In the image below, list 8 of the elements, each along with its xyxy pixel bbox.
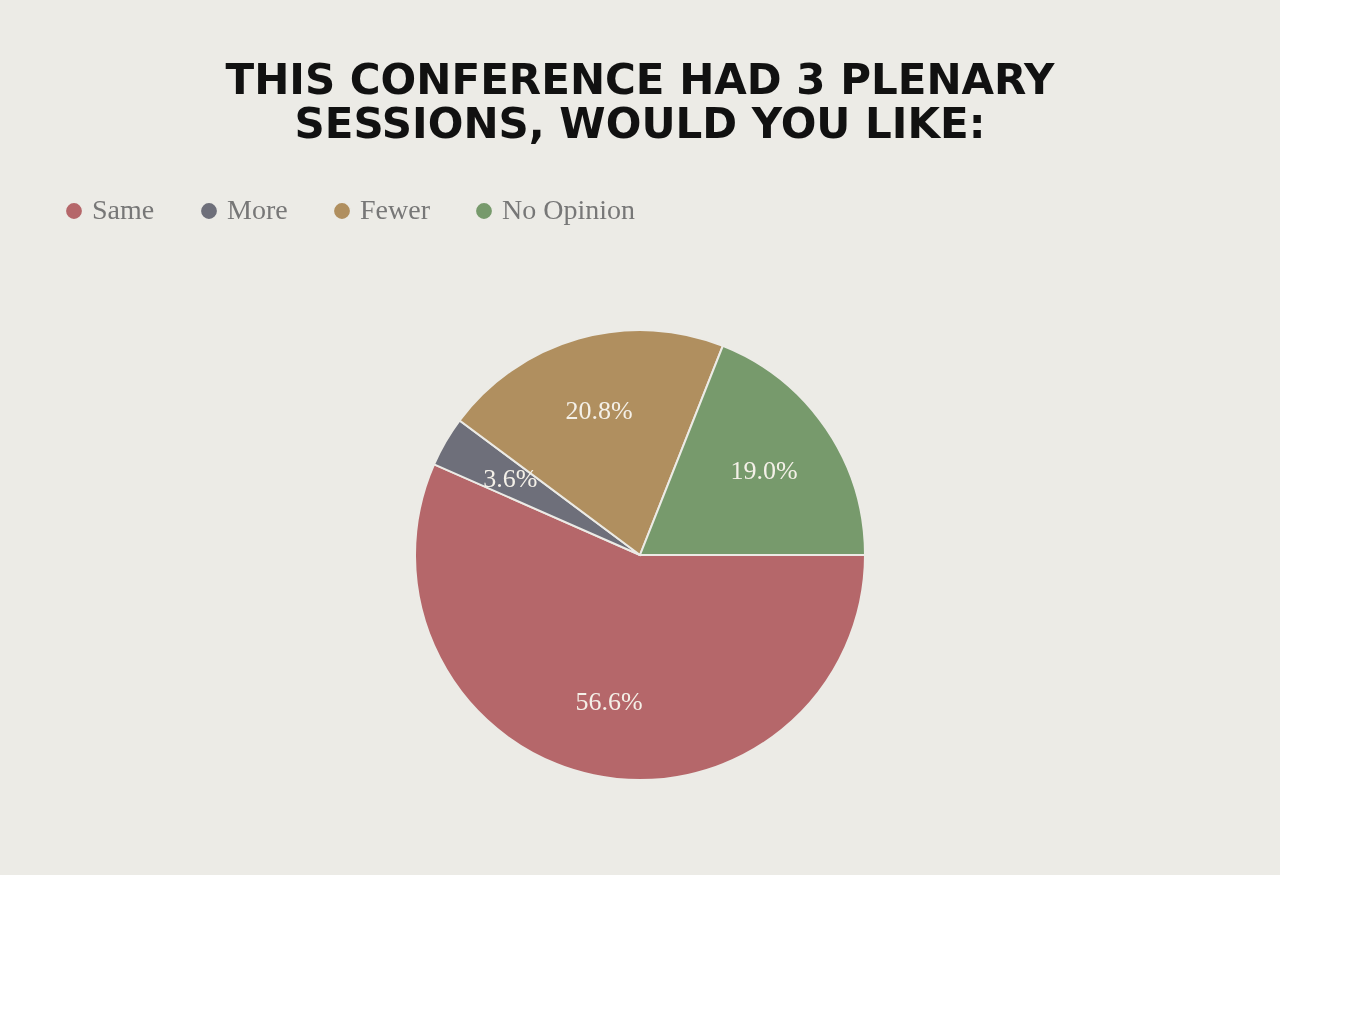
data-label: 56.6% — [575, 686, 643, 716]
legend-label: Same — [92, 194, 155, 225]
legend-label: Fewer — [360, 194, 431, 225]
data-label: 19.0% — [730, 455, 798, 485]
data-label: 3.6% — [483, 464, 538, 494]
legend-label: No Opinion — [502, 194, 635, 225]
legend-label: More — [227, 194, 288, 225]
data-label: 20.8% — [565, 395, 633, 425]
